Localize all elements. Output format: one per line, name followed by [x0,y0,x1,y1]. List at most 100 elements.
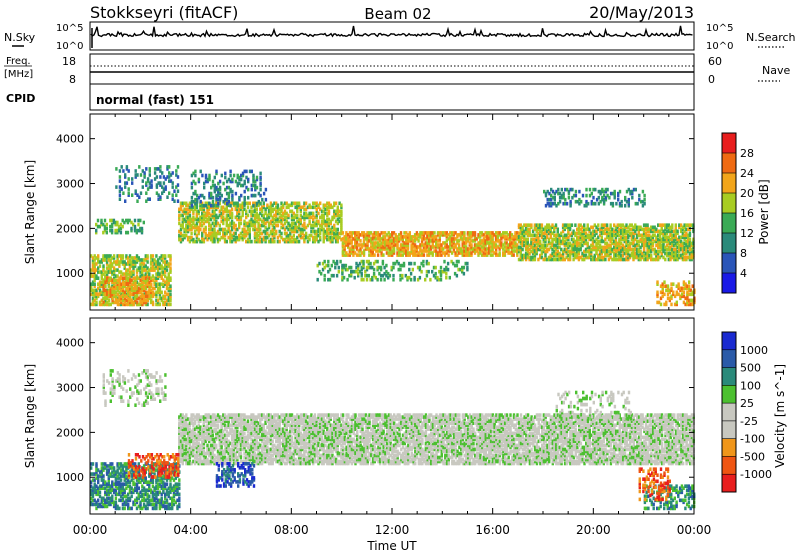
heatmap-cell [406,233,410,237]
heatmap-cell [523,239,526,244]
heatmap-cell [246,239,250,244]
heatmap-cell [327,277,330,282]
heatmap-cell [473,249,477,253]
heatmap-cell [312,213,315,218]
heatmap-cell [193,225,197,230]
heatmap-cell [379,273,383,278]
heatmap-cell [662,255,665,260]
heatmap-cell [303,239,306,244]
heatmap-cell [118,280,121,284]
heatmap-cell [130,284,134,288]
heatmap-cell [371,241,374,245]
heatmap-cell [376,237,380,241]
heatmap-cell [679,247,683,252]
heatmap-cell [644,251,648,256]
heatmap-cell [565,249,568,254]
heatmap-cell [362,235,366,239]
count-tick-left-top: 10^5 [56,23,83,34]
heatmap-cell [179,447,183,452]
heatmap-cell [601,187,604,192]
heatmap-cell [181,439,184,444]
heatmap-cell [496,237,500,241]
heatmap-cell [122,284,125,288]
heatmap-cell [215,215,218,220]
heatmap-cell [127,302,130,307]
heatmap-cell [457,239,461,243]
heatmap-cell [486,233,489,237]
heatmap-cell [209,231,213,236]
heatmap-cell [118,260,121,264]
heatmap-cell [330,263,333,268]
heatmap-cell [111,264,114,268]
heatmap-cell [521,255,524,260]
heatmap-cell [113,278,116,282]
heatmap-cell [195,211,199,216]
heatmap-cell [411,267,414,272]
heatmap-cell [634,225,637,230]
heatmap-cell [153,276,156,280]
heatmap-cell [398,237,401,241]
heatmap-cell [114,278,118,282]
heatmap-cell [676,255,679,260]
heatmap-cell [530,245,533,250]
heatmap-cell [169,284,172,288]
heatmap-cell [282,211,285,216]
heatmap-cell [122,280,125,284]
heatmap-cell [260,223,264,228]
heatmap-cell [269,239,273,244]
heatmap-cell [245,239,248,244]
heatmap-cell [561,237,565,242]
heatmap-cell [125,165,129,169]
heatmap-cell [369,261,372,266]
heatmap-cell [345,239,348,243]
heatmap-cell [459,247,463,251]
heatmap-cell [604,227,607,232]
heatmap-cell [105,262,109,266]
heatmap-cell [427,269,430,274]
heatmap-cell [540,243,544,248]
heatmap-cell [141,282,144,286]
heatmap-cell [260,205,264,210]
heatmap-cell [560,257,563,262]
heatmap-cell [577,247,581,252]
heatmap-cell [653,229,656,234]
heatmap-cell [119,226,123,231]
heatmap-cell [238,209,241,214]
heatmap-cell [415,247,419,251]
heatmap-cell [402,263,406,268]
heatmap-cell [558,251,561,256]
heatmap-cell [181,437,184,442]
heatmap-cell [160,266,163,270]
heatmap-cell [675,284,678,288]
heatmap-cell [632,241,635,246]
heatmap-cell [572,229,575,234]
heatmap-cell [627,233,630,238]
heatmap-cell [581,239,584,244]
heatmap-cell [213,187,216,192]
heatmap-cell [297,219,301,224]
heatmap-cell [352,253,355,257]
heatmap-cell [179,449,183,454]
heatmap-cell [650,243,653,248]
heatmap-cell [422,253,426,257]
heatmap-cell [679,255,683,260]
heatmap-cell [283,211,287,216]
heatmap-cell [378,265,381,270]
heatmap-cell [199,169,202,174]
heatmap-cell [143,288,146,293]
heatmap-cell [473,231,477,235]
heatmap-cell [234,207,237,212]
heatmap-cell [650,237,653,242]
heatmap-cell [539,229,542,234]
heatmap-cell [651,257,655,262]
heatmap-cell [450,239,454,243]
heatmap-cell [611,235,614,240]
heatmap-cell [539,239,542,244]
heatmap-cell [183,457,186,462]
heatmap-cell [351,269,355,274]
heatmap-cell [320,271,323,276]
heatmap-cell [222,215,225,220]
heatmap-cell [574,241,577,246]
heatmap-cell [373,247,376,251]
heatmap-cell [297,205,301,210]
